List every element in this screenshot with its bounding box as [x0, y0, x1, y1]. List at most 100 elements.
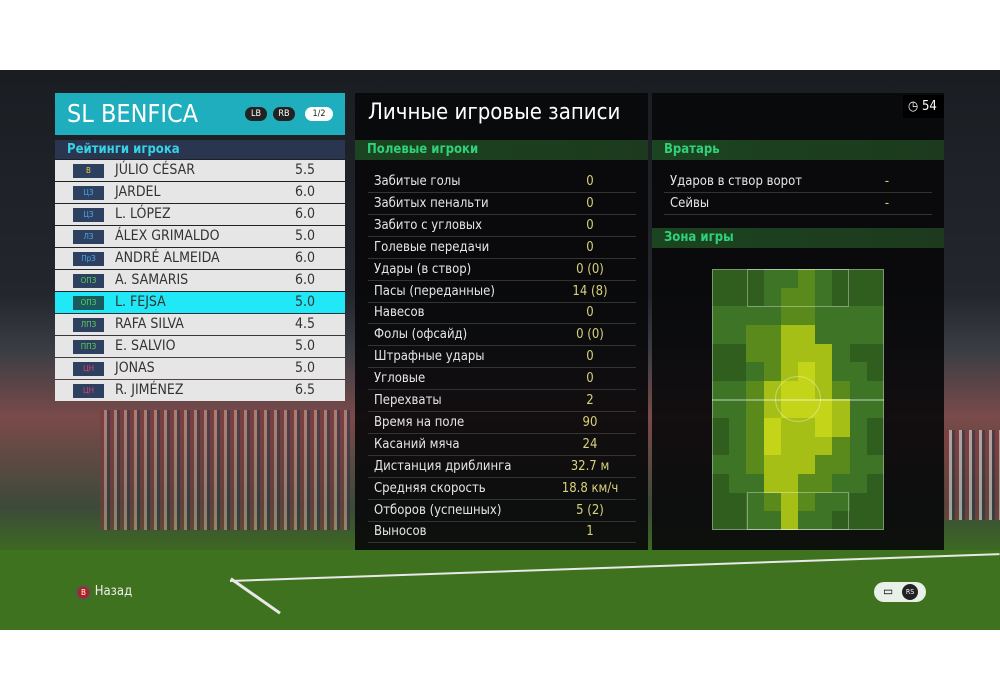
heatmap-cell: [815, 269, 833, 288]
player-name: JONAS: [115, 360, 155, 376]
heatmap-cell: [815, 492, 833, 512]
stat-label: Голевые передачи: [374, 239, 490, 255]
heatmap-cell: [815, 324, 833, 344]
heatmap-cell: [815, 306, 833, 325]
heatmap-cell: [832, 269, 850, 288]
stat-value: 1: [586, 524, 594, 540]
heatmap-cell: [849, 380, 867, 400]
heatmap-cell: [780, 269, 798, 288]
player-row[interactable]: ЛПЗ RAFA SILVA 4.5: [55, 314, 345, 335]
player-row[interactable]: ЦЗ JARDEL 6.0: [55, 182, 345, 203]
stat-label: Выносов: [374, 524, 427, 540]
stat-value: 0: [586, 305, 594, 321]
player-row[interactable]: ЛЗ ÁLEX GRIMALDO 5.0: [55, 226, 345, 247]
heatmap-cell: [712, 436, 730, 456]
heatmap-cell: [866, 511, 884, 530]
heatmap-cell: [712, 399, 730, 419]
heatmap-cell: [832, 436, 850, 456]
stat-row: Фолы (офсайд) 0 (0): [368, 324, 636, 347]
player-row[interactable]: ППЗ E. SALVIO 5.0: [55, 336, 345, 357]
heatmap-cell: [763, 492, 781, 512]
heatmap-cell: [712, 306, 730, 325]
heatmap-cell: [849, 343, 867, 363]
heatmap-cell: [798, 418, 816, 437]
heatmap-cell: [746, 492, 764, 512]
player-row[interactable]: ПрЗ ANDRÉ ALMEIDA 6.0: [55, 248, 345, 269]
player-name: L. LÓPEZ: [115, 206, 171, 222]
heatmap-cell: [866, 474, 884, 493]
rb-button[interactable]: RB: [273, 107, 295, 121]
stat-value: 2: [586, 393, 594, 408]
heatmap-cell: [866, 399, 884, 419]
heatmap-cell: [763, 418, 781, 437]
stat-row: Забито с угловых 0: [368, 215, 636, 237]
zone-header: Зона игры: [652, 228, 944, 248]
heatmap-cell: [763, 436, 781, 456]
heatmap-cell: [780, 418, 798, 437]
position-badge: ЦН: [73, 384, 104, 398]
heatmap-cell: [849, 306, 867, 325]
heatmap-cell: [729, 436, 747, 456]
player-row[interactable]: ЦН R. JIMÉNEZ 6.5: [55, 380, 345, 401]
heatmap-cell: [866, 362, 884, 381]
heatmap-cell: [729, 306, 747, 325]
heatmap-cell: [798, 269, 816, 288]
stat-row: Забитых пенальти 0: [368, 193, 636, 215]
heatmap-cell: [763, 362, 781, 381]
heatmap-cell: [832, 362, 850, 381]
heatmap-cell: [815, 287, 833, 307]
heatmap-cell: [849, 492, 867, 512]
player-row[interactable]: ОПЗ L. FEJSA 5.0: [55, 292, 345, 313]
stat-value: 0: [586, 239, 594, 255]
heatmap-cell: [866, 436, 884, 456]
chat-icon[interactable]: ▭: [883, 584, 894, 598]
heatmap-cell: [729, 269, 747, 288]
stat-label: Средняя скорость: [374, 480, 486, 496]
heatmap-cell: [763, 343, 781, 363]
stat-value: 0: [586, 195, 594, 211]
timer-value: 54: [921, 99, 937, 114]
stat-value: 24: [582, 436, 598, 452]
stat-label: Забитых пенальти: [374, 195, 489, 211]
player-row[interactable]: ОПЗ A. SAMARIS 6.0: [55, 270, 345, 291]
heatmap-cell: [849, 436, 867, 456]
stat-value: 0 (0): [576, 261, 604, 277]
heatmap-cell: [746, 287, 764, 307]
back-button[interactable]: B Назад: [76, 584, 132, 600]
back-label: Назад: [94, 584, 133, 599]
stat-label: Удары (в створ): [374, 261, 472, 277]
stat-label: Навесов: [374, 305, 425, 321]
stat-value: 0: [586, 217, 594, 233]
stats-panel: [355, 93, 648, 550]
heatmap-cell: [866, 492, 884, 512]
stat-row: Удары (в створ) 0 (0): [368, 259, 636, 281]
clock-icon: ◷: [908, 99, 919, 114]
heatmap-cell: [763, 455, 781, 475]
player-rating: 6.0: [295, 206, 316, 222]
heatmap-cell: [849, 399, 867, 419]
player-row[interactable]: ЦЗ L. LÓPEZ 6.0: [55, 204, 345, 225]
stat-label: Фолы (офсайд): [374, 327, 468, 343]
stat-label: Перехваты: [374, 393, 442, 408]
player-row[interactable]: ЦН JONAS 5.0: [55, 358, 345, 379]
heatmap-cell: [746, 306, 764, 325]
heatmap-cell: [712, 511, 730, 530]
player-row[interactable]: В JÚLIO CÉSAR 5.5: [55, 160, 345, 181]
heatmap-cell: [798, 287, 816, 307]
heatmap-cell: [798, 324, 816, 344]
heatmap-cell: [798, 492, 816, 512]
heatmap-cell: [763, 287, 781, 307]
team-header: SL BENFICA LB RB 1/2: [55, 93, 345, 135]
heatmap-cell: [712, 380, 730, 400]
stat-row: Угловые 0: [368, 368, 636, 391]
stat-row: Пасы (переданные) 14 (8): [368, 281, 636, 303]
stat-value: 5 (2): [576, 502, 604, 518]
chat-controls[interactable]: ▭ RS: [874, 582, 926, 602]
heatmap-cell: [866, 343, 884, 363]
player-name: L. FEJSA: [115, 294, 166, 310]
heatmap-cell: [712, 492, 730, 512]
heatmap-cell: [763, 306, 781, 325]
lb-button[interactable]: LB: [245, 107, 267, 121]
heatmap-cell: [763, 511, 781, 530]
rs-button-icon[interactable]: RS: [902, 584, 918, 600]
